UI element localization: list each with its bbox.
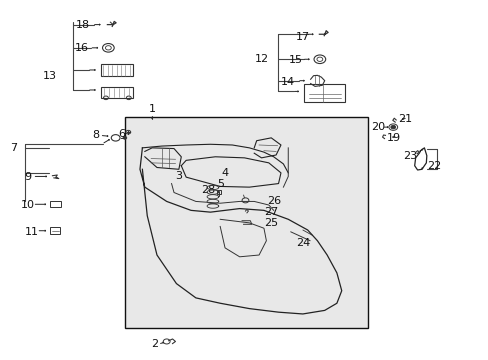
Text: 18: 18 xyxy=(76,19,90,30)
Bar xyxy=(125,117,368,328)
Text: 13: 13 xyxy=(43,71,57,81)
Text: 24: 24 xyxy=(295,238,309,248)
Text: 22: 22 xyxy=(426,161,440,171)
Bar xyxy=(101,87,132,98)
Text: 6: 6 xyxy=(118,129,125,139)
Text: 9: 9 xyxy=(24,172,32,182)
Text: 19: 19 xyxy=(386,133,401,143)
Text: 5: 5 xyxy=(216,179,223,189)
Text: 1: 1 xyxy=(148,104,155,113)
Text: 4: 4 xyxy=(221,168,228,178)
Bar xyxy=(217,190,221,194)
Text: 26: 26 xyxy=(267,197,281,206)
Bar xyxy=(50,227,60,234)
Bar xyxy=(101,64,132,76)
Text: 16: 16 xyxy=(75,43,88,53)
Text: 15: 15 xyxy=(288,55,302,65)
Text: 11: 11 xyxy=(25,227,39,237)
Text: 2: 2 xyxy=(151,339,158,349)
Bar xyxy=(303,84,345,102)
Text: 10: 10 xyxy=(21,200,35,210)
Bar xyxy=(50,202,61,207)
Text: 21: 21 xyxy=(397,113,411,123)
Circle shape xyxy=(390,125,395,129)
Circle shape xyxy=(122,136,126,139)
Text: 23: 23 xyxy=(402,151,416,161)
Text: 28: 28 xyxy=(201,185,215,195)
Text: 25: 25 xyxy=(264,218,278,228)
Text: 14: 14 xyxy=(281,77,295,87)
Text: 8: 8 xyxy=(92,130,100,140)
Text: 20: 20 xyxy=(370,122,385,132)
Text: 3: 3 xyxy=(175,171,182,181)
Text: 12: 12 xyxy=(254,54,268,64)
Text: 7: 7 xyxy=(10,143,17,153)
Text: 17: 17 xyxy=(295,32,309,42)
Text: 27: 27 xyxy=(264,207,278,217)
